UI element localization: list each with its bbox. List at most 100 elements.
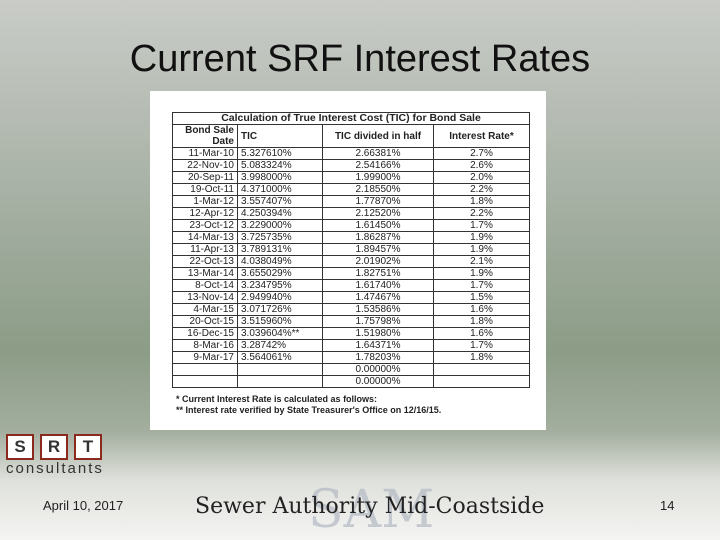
table-row: 8-Oct-14 3.234795% 1.61740% 1.7% — [172, 279, 530, 292]
table-cell: 4-Mar-15 — [172, 303, 238, 316]
table-cell: 0.00000% — [322, 363, 434, 376]
table-row: 23-Oct-12 3.229000% 1.61450% 1.7% — [172, 219, 530, 232]
table-cell: 12-Apr-12 — [172, 207, 238, 220]
table-cell: 23-Oct-12 — [172, 219, 238, 232]
table-cell — [433, 375, 530, 388]
table-cell: 1.51980% — [322, 327, 434, 340]
column-header: Bond Sale Date — [172, 124, 238, 148]
column-header: TIC — [237, 124, 323, 148]
logo-letter: S — [6, 434, 34, 460]
table-cell: 1.5% — [433, 291, 530, 304]
table-row: 4-Mar-15 3.071726% 1.53586% 1.6% — [172, 303, 530, 316]
table-cell: 3.234795% — [237, 279, 323, 292]
table-cell: 1.89457% — [322, 243, 434, 256]
table-row: 9-Mar-17 3.564061% 1.78203% 1.8% — [172, 351, 530, 364]
table-cell — [237, 375, 323, 388]
table-cell: 11-Mar-10 — [172, 147, 238, 160]
table-cell: 1.9% — [433, 243, 530, 256]
table-cell: 1.9% — [433, 267, 530, 280]
table-cell: 2.0% — [433, 171, 530, 184]
table-cell: 1.6% — [433, 327, 530, 340]
table-cell: 2.66381% — [322, 147, 434, 160]
table-row: 22-Oct-13 4.038049% 2.01902% 2.1% — [172, 255, 530, 268]
table-cell: 16-Dec-15 — [172, 327, 238, 340]
table-cell: 3.557407% — [237, 195, 323, 208]
table-cell: 13-Mar-14 — [172, 267, 238, 280]
table-image: Calculation of True Interest Cost (TIC) … — [150, 91, 546, 430]
footer-org: Sewer Authority Mid-Coastside — [195, 494, 545, 519]
table-cell: 8-Oct-14 — [172, 279, 238, 292]
table-cell: 3.515960% — [237, 315, 323, 328]
footer-date: April 10, 2017 — [43, 498, 124, 513]
table-cell: 1.7% — [433, 279, 530, 292]
logo-letter: R — [40, 434, 68, 460]
table-cell: 5.083324% — [237, 159, 323, 172]
table-cell: 3.564061% — [237, 351, 323, 364]
table-cell: 3.655029% — [237, 267, 323, 280]
table-cell: 22-Nov-10 — [172, 159, 238, 172]
column-header: Interest Rate* — [433, 124, 530, 148]
table-cell: 2.6% — [433, 159, 530, 172]
table-cell: 1.8% — [433, 195, 530, 208]
table-cell: 2.1% — [433, 255, 530, 268]
table-row: 0.00000% — [172, 363, 530, 376]
table-cell: 20-Sep-11 — [172, 171, 238, 184]
table-row: 20-Sep-11 3.998000% 1.99900% 2.0% — [172, 171, 530, 184]
table-cell: 3.229000% — [237, 219, 323, 232]
table-cell: 11-Apr-13 — [172, 243, 238, 256]
table-cell: 0.00000% — [322, 375, 434, 388]
table-cell: 2.54166% — [322, 159, 434, 172]
table-cell: 2.2% — [433, 183, 530, 196]
table-cell: 2.12520% — [322, 207, 434, 220]
table-row: 1-Mar-12 3.557407% 1.77870% 1.8% — [172, 195, 530, 208]
table-cell — [172, 375, 238, 388]
table-row: 11-Mar-10 5.327610% 2.66381% 2.7% — [172, 147, 530, 160]
table-row: 14-Mar-13 3.725735% 1.86287% 1.9% — [172, 231, 530, 244]
table-row: 16-Dec-15 3.039604%** 1.51980% 1.6% — [172, 327, 530, 340]
note: ** Interest rate verified by State Treas… — [176, 405, 442, 415]
table-cell: 1.8% — [433, 315, 530, 328]
footer-mark: SAM — [308, 480, 435, 540]
table-cell: 9-Mar-17 — [172, 351, 238, 364]
table-body: 11-Mar-10 5.327610% 2.66381% 2.7% 22-Nov-10 5… — [172, 147, 530, 388]
table-cell: 3.28742% — [237, 339, 323, 352]
page-number: 14 — [660, 498, 675, 513]
table-cell: 20-Oct-15 — [172, 315, 238, 328]
table-cell: 1.64371% — [322, 339, 434, 352]
table-row: 11-Apr-13 3.789131% 1.89457% 1.9% — [172, 243, 530, 256]
table-row: 19-Oct-11 4.371000% 2.18550% 2.2% — [172, 183, 530, 196]
logo-letter: T — [74, 434, 102, 460]
table-cell: 5.327610% — [237, 147, 323, 160]
table-row: 13-Mar-14 3.655029% 1.82751% 1.9% — [172, 267, 530, 280]
table-cell: 13-Nov-14 — [172, 291, 238, 304]
table-cell: 4.038049% — [237, 255, 323, 268]
table-row: 8-Mar-16 3.28742% 1.64371% 1.7% — [172, 339, 530, 352]
table-cell: 3.039604%** — [237, 327, 323, 340]
table-cell: 2.18550% — [322, 183, 434, 196]
notes: * Current Interest Rate is calculated as… — [176, 394, 441, 416]
table-row: 22-Nov-10 5.083324% 2.54166% 2.6% — [172, 159, 530, 172]
table-caption: Calculation of True Interest Cost (TIC) … — [172, 112, 530, 125]
table-cell: 1.8% — [433, 351, 530, 364]
table-cell: 3.789131% — [237, 243, 323, 256]
column-header: TIC divided in half — [322, 124, 434, 148]
table-cell: 2.7% — [433, 147, 530, 160]
table-cell: 1.7% — [433, 339, 530, 352]
table-cell: 22-Oct-13 — [172, 255, 238, 268]
table-cell: 4.250394% — [237, 207, 323, 220]
table-cell: 1.78203% — [322, 351, 434, 364]
table-cell: 2.949940% — [237, 291, 323, 304]
table-cell: 1.77870% — [322, 195, 434, 208]
table-cell: 1.61740% — [322, 279, 434, 292]
rate-table: Calculation of True Interest Cost (TIC) … — [172, 112, 530, 388]
table-row: 20-Oct-15 3.515960% 1.75798% 1.8% — [172, 315, 530, 328]
table-cell: 8-Mar-16 — [172, 339, 238, 352]
table-cell: 2.2% — [433, 207, 530, 220]
table-cell: 1.82751% — [322, 267, 434, 280]
table-cell: 1.9% — [433, 231, 530, 244]
table-cell: 3.998000% — [237, 171, 323, 184]
table-cell — [433, 363, 530, 376]
